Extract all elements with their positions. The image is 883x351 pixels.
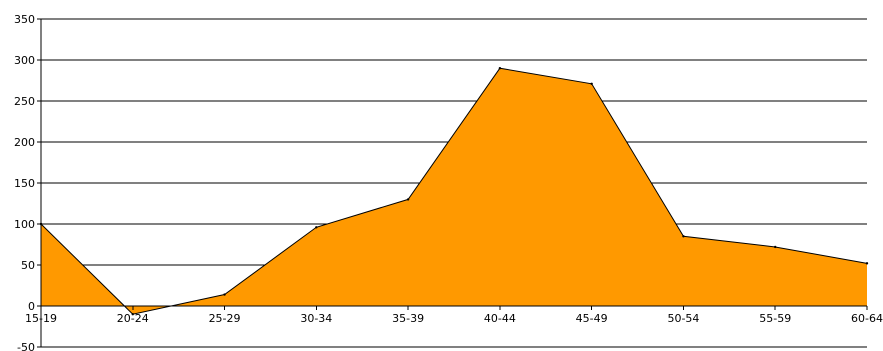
data-point — [315, 226, 318, 229]
y-tick-label: 50 — [21, 259, 35, 272]
x-tick-label: 55-59 — [759, 312, 791, 325]
x-axis-tick-labels: 15-19 20-24 25-29 30-34 35-39 40-44 45-49 50-54… — [25, 312, 883, 325]
x-tick-label: 45-49 — [576, 312, 608, 325]
series-area-fill — [41, 68, 867, 315]
data-point — [223, 293, 226, 296]
y-tick-label: 0 — [28, 300, 35, 313]
x-tick-label: 20-24 — [117, 312, 149, 325]
y-tick-label: 200 — [14, 136, 35, 149]
data-point — [682, 235, 685, 238]
x-tick-label: 25-29 — [209, 312, 241, 325]
data-point — [590, 82, 593, 85]
y-tick-label: 150 — [14, 177, 35, 190]
x-tick-label: 15-19 — [25, 312, 57, 325]
y-tick-label: -50 — [17, 341, 35, 351]
x-tick-label: 40-44 — [484, 312, 516, 325]
y-tick-label: 300 — [14, 54, 35, 67]
x-tick-label: 30-34 — [300, 312, 332, 325]
y-tick-label: 350 — [14, 13, 35, 26]
x-tick-label: 50-54 — [667, 312, 699, 325]
data-point — [406, 198, 410, 201]
data-point — [131, 313, 134, 316]
data-point — [865, 262, 869, 265]
series-line — [40, 67, 868, 315]
series-area — [39, 67, 869, 316]
y-tick-label: 100 — [14, 218, 35, 231]
data-point — [774, 245, 777, 249]
y-axis-tick-labels: -50 0 50 100 150 200 250 300 350 — [14, 13, 35, 351]
data-point — [498, 67, 502, 70]
y-tick-label: 250 — [14, 95, 35, 108]
axes — [37, 18, 868, 348]
x-tick-label: 35-39 — [392, 312, 424, 325]
x-tick-label: 60-64 — [851, 312, 883, 325]
